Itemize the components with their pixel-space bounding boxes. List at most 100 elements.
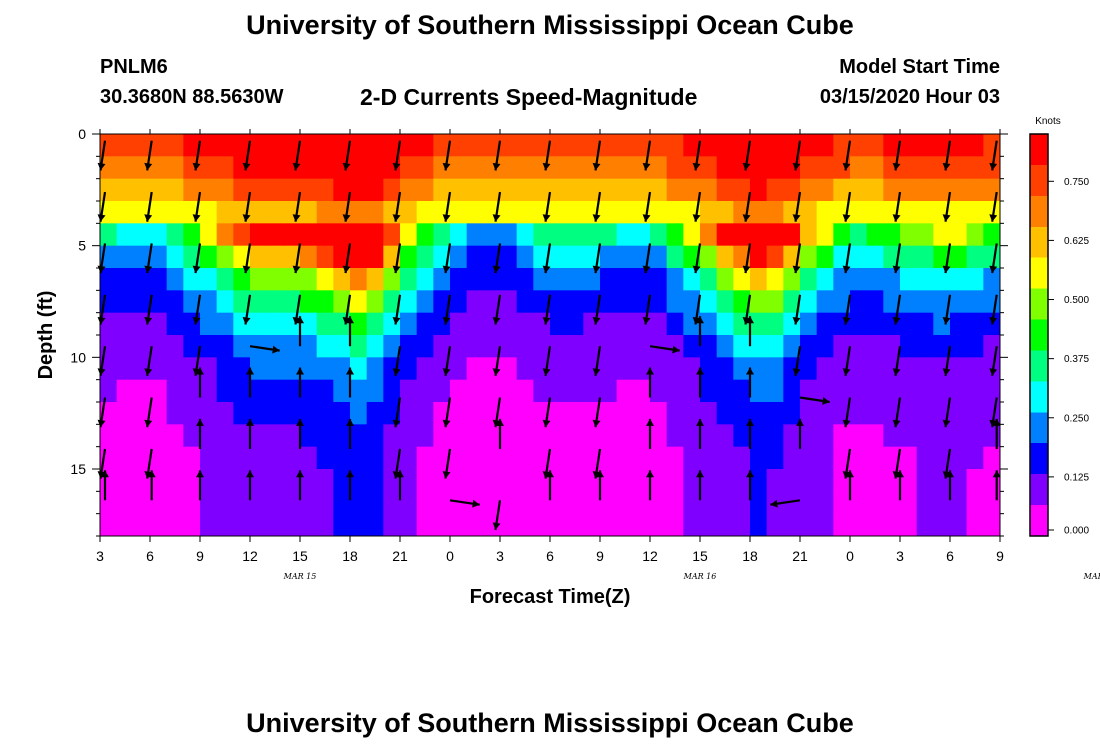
heatmap-cell [600,491,618,515]
heatmap-cell [333,134,351,157]
heatmap-cell [283,379,301,403]
heatmap-cell [700,469,718,492]
heatmap-cell [600,379,618,403]
vector-head [392,419,401,428]
current-vector [396,470,404,501]
heatmap-cell [350,446,368,470]
heatmap-cell [550,402,568,425]
current-vector [892,346,902,376]
heatmap-cell [466,290,484,314]
heatmap-cell [950,312,968,336]
heatmap-cell [233,290,251,314]
vector-head [442,265,451,274]
heatmap-cell [516,357,534,381]
heatmap-cell [183,424,201,448]
heatmap-cell [566,245,584,269]
heatmap-cell [850,379,868,403]
heatmap-cell [550,245,568,269]
heatmap-cell [900,223,918,247]
x-tick-label: 12 [642,548,658,564]
heatmap-cell [616,335,634,358]
vector-head [144,162,153,171]
heatmap-cell [466,469,484,492]
current-vector [742,243,752,274]
vector-head [346,470,354,478]
heatmap-cell [516,379,534,403]
heatmap-cell [350,245,368,269]
vector-head [746,470,754,478]
heatmap-cell [200,335,218,358]
vector-head [242,162,251,171]
current-vector [442,243,452,274]
heatmap-cell [966,402,984,425]
heatmap-cell [516,178,534,202]
heatmap-cell [650,357,668,381]
heatmap-cell [150,134,168,157]
current-vector [989,294,998,325]
vector-head [692,162,701,171]
heatmap-cell [133,513,151,536]
heatmap-cell [300,290,318,314]
heatmap-cell [850,156,868,180]
x-date-label: MAR 17 [1083,572,1100,581]
heatmap-cell [766,446,784,470]
heatmap-cell [483,268,501,291]
heatmap-cell [516,268,534,291]
heatmap-cell [200,446,218,470]
heatmap-cell [600,134,618,157]
vector-head [989,368,998,376]
heatmap-cell [750,223,768,247]
current-vector [792,191,802,222]
y-tick-label: 15 [70,461,86,477]
heatmap-cell [833,446,851,470]
heatmap-cell [233,469,251,492]
heatmap-cell [900,491,918,515]
heatmap-cell [916,491,934,515]
heatmap-cell [800,446,818,470]
heatmap-cell [616,201,634,224]
heatmap-cell [716,134,734,157]
heatmap-cell [650,245,668,269]
vector-head [842,419,851,428]
heatmap-cell [166,446,184,470]
heatmap-cell [550,178,568,202]
heatmap-cell [633,290,651,314]
heatmap-cell [200,402,218,425]
heatmap-cell [100,178,118,202]
heatmap-cell [716,223,734,247]
vector-head [492,162,501,171]
heatmap-cell [833,491,851,515]
colorbar-tick-label: 0.625 [1064,236,1089,247]
current-vector [842,294,852,325]
heatmap-cell [483,223,501,247]
heatmap-cell [216,335,234,358]
current-vector [842,140,852,171]
heatmap-cell [816,357,834,381]
heatmap-cell [866,223,884,247]
heatmap-cell [533,290,551,314]
vector-head [592,265,601,274]
heatmap-cell [566,201,584,224]
heatmap-cell [300,201,318,224]
heatmap-cell [816,335,834,358]
heatmap-cell [883,290,901,314]
heatmap-cell [966,156,984,180]
heatmap-cell [483,312,501,336]
heatmap-cell [833,290,851,314]
heatmap-cell [100,491,118,515]
heatmap-cell [733,290,751,314]
heatmap-cell [800,513,818,536]
heatmap-cell [200,379,218,403]
heatmap-cell [783,379,801,403]
heatmap-cell [950,268,968,291]
heatmap-cell [133,402,151,425]
heatmap-cell [900,134,918,157]
heatmap-cell [850,134,868,157]
x-date-label: MAR 16 [683,572,717,581]
heatmap-cell [150,357,168,381]
heatmap-cell [166,268,184,291]
heatmap-cell [433,424,451,448]
heatmap-cell [866,424,884,448]
heatmap-cell [600,446,618,470]
heatmap-cell [783,469,801,492]
